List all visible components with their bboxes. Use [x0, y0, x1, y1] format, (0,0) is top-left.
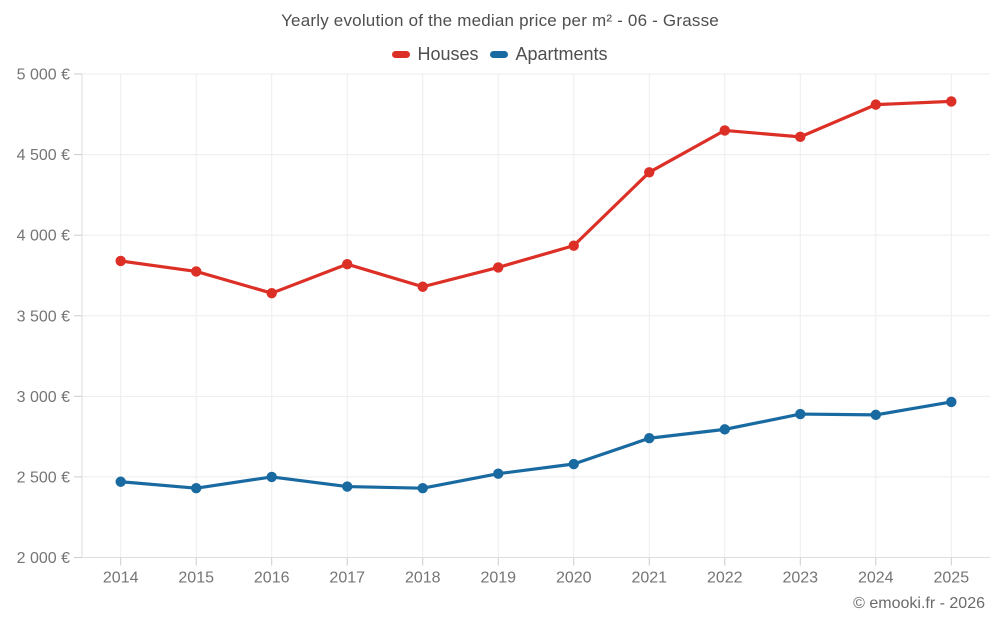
data-point-houses-2014[interactable] — [115, 255, 126, 267]
data-point-apartments-2021[interactable] — [644, 433, 655, 444]
x-axis-label: 2021 — [631, 570, 667, 587]
legend-item-apartments[interactable]: Apartments — [490, 44, 608, 65]
chart-legend: Houses Apartments — [0, 44, 1000, 65]
credit-text: © emooki.fr - 2026 — [853, 595, 985, 612]
data-point-houses-2020[interactable] — [568, 240, 579, 251]
legend-swatch-houses — [392, 51, 411, 58]
y-axis-label: 4 000 € — [17, 228, 70, 245]
x-axis-label: 2016 — [254, 570, 290, 587]
data-point-apartments-2024[interactable] — [870, 409, 881, 421]
data-point-apartments-2025[interactable] — [946, 396, 957, 408]
y-axis-label: 3 500 € — [17, 308, 70, 325]
data-point-apartments-2019[interactable] — [493, 468, 504, 479]
y-axis-label: 4 500 € — [17, 147, 70, 164]
y-axis-label: 3 000 € — [17, 389, 70, 406]
y-axis-label: 2 500 € — [17, 469, 70, 486]
legend-swatch-apartments — [490, 51, 509, 58]
data-point-houses-2024[interactable] — [870, 99, 881, 110]
x-axis-label: 2023 — [782, 570, 818, 587]
data-point-houses-2022[interactable] — [719, 125, 730, 136]
data-point-houses-2023[interactable] — [795, 131, 806, 143]
data-point-apartments-2016[interactable] — [266, 471, 277, 483]
series-line-houses — [119, 99, 953, 295]
legend-label-apartments: Apartments — [515, 44, 608, 64]
x-axis-label: 2015 — [178, 570, 214, 587]
data-point-apartments-2020[interactable] — [568, 458, 579, 470]
legend-item-houses[interactable]: Houses — [392, 44, 478, 65]
data-point-apartments-2014[interactable] — [115, 476, 126, 487]
x-axis-label: 2019 — [480, 570, 516, 587]
y-axis-label: 5 000 € — [17, 67, 70, 84]
x-axis-label: 2017 — [329, 570, 365, 587]
data-point-houses-2015[interactable] — [191, 266, 202, 277]
data-point-apartments-2023[interactable] — [795, 408, 806, 420]
data-point-houses-2025[interactable] — [946, 96, 957, 107]
y-axis-label: 2 000 € — [17, 550, 70, 567]
x-axis-label: 2014 — [103, 570, 139, 587]
legend-label-houses: Houses — [417, 44, 479, 64]
data-point-houses-2016[interactable] — [266, 287, 277, 299]
x-axis-label: 2022 — [707, 570, 743, 587]
data-point-houses-2021[interactable] — [644, 167, 655, 178]
x-axis-label: 2025 — [934, 570, 970, 587]
data-point-houses-2019[interactable] — [493, 262, 504, 273]
chart-title: Yearly evolution of the median price per… — [281, 11, 719, 30]
data-point-houses-2017[interactable] — [342, 258, 353, 270]
data-point-apartments-2018[interactable] — [417, 482, 428, 494]
series-line-apartments — [119, 400, 953, 490]
data-point-apartments-2022[interactable] — [719, 424, 730, 435]
data-point-apartments-2015[interactable] — [191, 482, 202, 494]
x-axis-label: 2020 — [556, 570, 592, 587]
x-axis-label: 2018 — [405, 570, 441, 587]
x-axis-label: 2024 — [858, 570, 894, 587]
data-point-houses-2018[interactable] — [417, 281, 428, 292]
data-point-apartments-2017[interactable] — [342, 481, 353, 492]
